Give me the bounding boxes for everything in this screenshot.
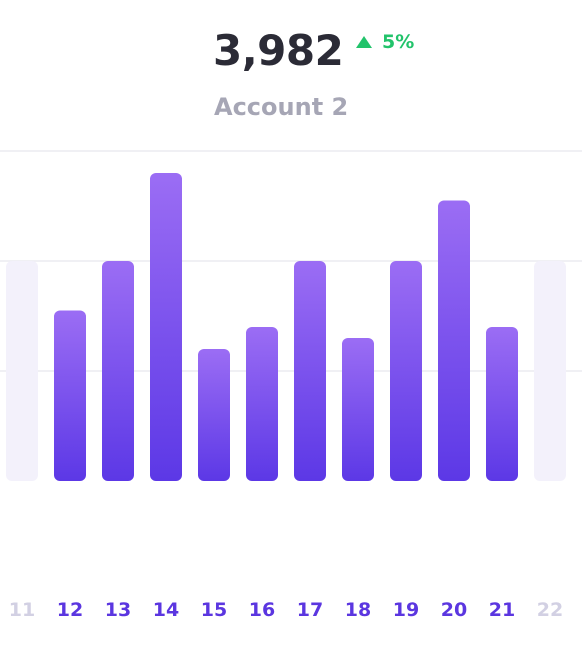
bar-17[interactable]	[294, 261, 326, 481]
x-label-11: 11	[9, 599, 35, 621]
x-label-20: 20	[441, 599, 467, 621]
chart-bars	[6, 173, 566, 481]
bar-22[interactable]	[534, 261, 566, 481]
bar-11[interactable]	[6, 261, 38, 481]
bar-19[interactable]	[390, 261, 422, 481]
chart-grid	[0, 150, 582, 372]
x-label-21: 21	[489, 599, 515, 621]
chart-x-labels: 11 12 13 14 15 16 17 18 19 20 21 22	[9, 599, 563, 621]
x-label-18: 18	[345, 599, 371, 621]
x-label-13: 13	[105, 599, 131, 621]
bar-12[interactable]	[54, 310, 86, 482]
x-label-15: 15	[201, 599, 227, 621]
total-value: 3,982	[213, 26, 344, 75]
x-label-16: 16	[249, 599, 275, 621]
bar-14[interactable]	[150, 173, 182, 481]
arrow-up-icon	[356, 36, 372, 48]
bar-18[interactable]	[342, 338, 374, 481]
x-label-14: 14	[153, 599, 179, 621]
stat-header: 3,982 5% Account 2	[0, 0, 582, 130]
bar-13[interactable]	[102, 261, 134, 481]
change-indicator: 5%	[356, 31, 414, 53]
x-label-17: 17	[297, 599, 323, 621]
bar-20[interactable]	[438, 200, 470, 482]
bar-21[interactable]	[486, 327, 518, 481]
x-label-19: 19	[393, 599, 419, 621]
change-percent: 5%	[382, 31, 415, 53]
account-label: Account 2	[214, 93, 349, 121]
x-label-22: 22	[537, 599, 563, 621]
x-label-12: 12	[57, 599, 83, 621]
bar-16[interactable]	[246, 327, 278, 481]
bar-15[interactable]	[198, 349, 230, 481]
